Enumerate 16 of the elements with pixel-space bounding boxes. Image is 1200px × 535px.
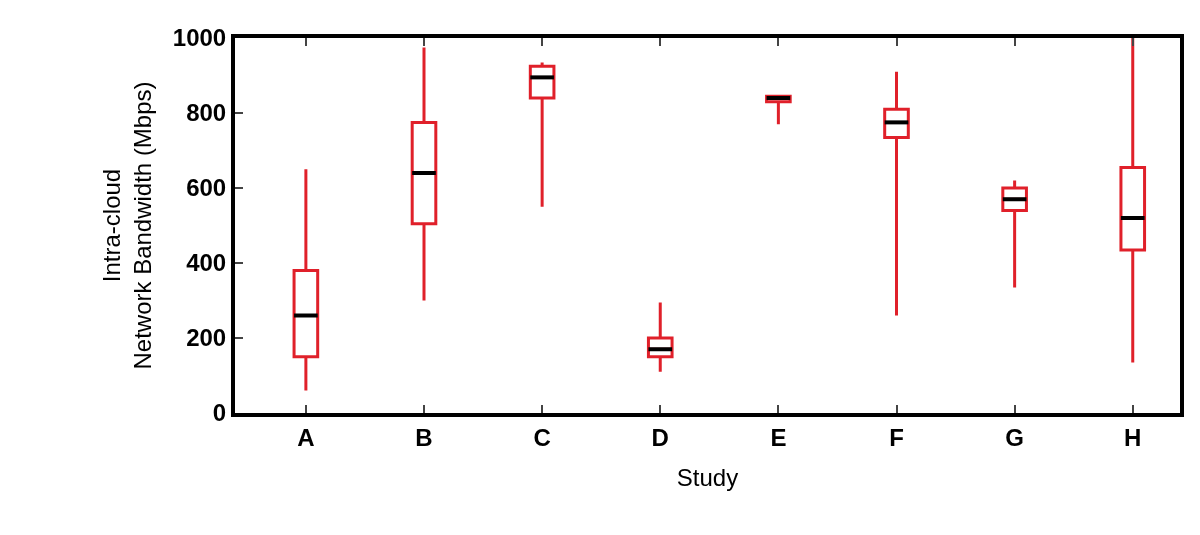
y-tick-label: 400 <box>186 249 227 277</box>
x-tick-label: A <box>297 423 315 451</box>
y-tick-label: 800 <box>186 99 227 127</box>
y-tick-label: 0 <box>212 399 227 427</box>
x-tick-label: F <box>889 423 904 451</box>
y-axis-title: Intra-cloud Network Bandwidth (Mbps) <box>98 81 157 370</box>
y-tick-label: 200 <box>186 324 227 352</box>
x-tick-label: C <box>533 423 551 451</box>
y-tick-label: 1000 <box>172 24 227 52</box>
x-tick-label: D <box>651 423 669 451</box>
x-tick-label: B <box>415 423 433 451</box>
x-tick-label: H <box>1124 423 1142 451</box>
x-tick-label: E <box>770 423 787 451</box>
x-tick-label: G <box>1005 423 1024 451</box>
y-tick-label: 600 <box>186 174 227 202</box>
x-axis-title: Study <box>676 463 739 491</box>
